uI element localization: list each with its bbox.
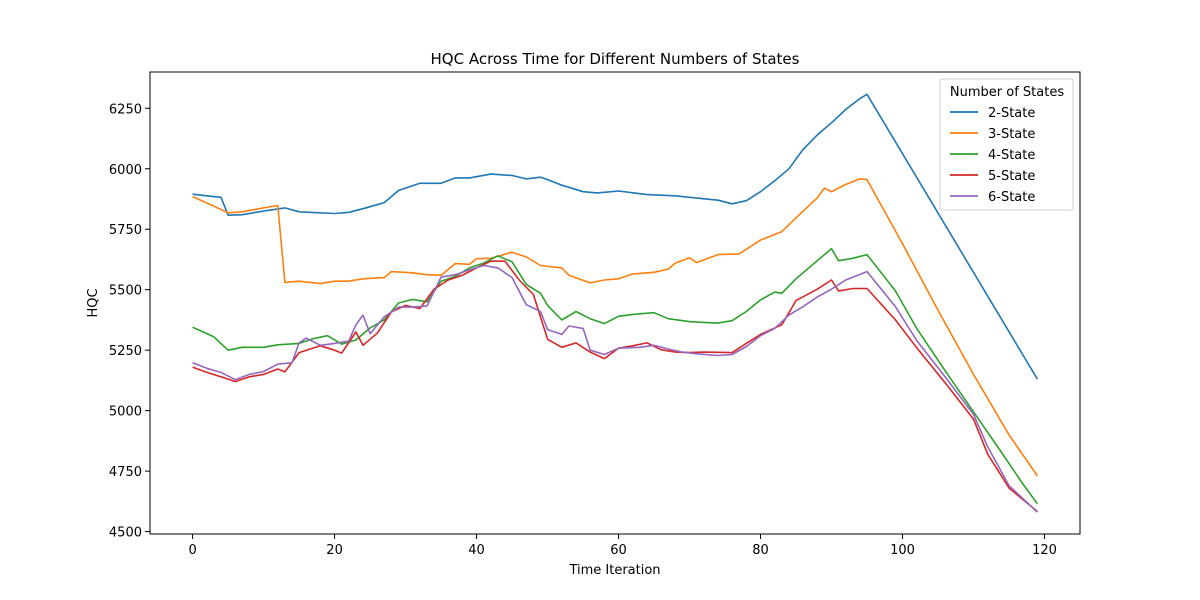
y-tick-label: 5750 <box>109 223 142 238</box>
series-line-5-state <box>192 260 1038 513</box>
series-line-2-state <box>192 93 1039 380</box>
y-axis-ticks: 4500 4750 5000 5250 5500 5750 6000 6250 <box>109 102 150 541</box>
y-tick-label: 5250 <box>109 344 142 359</box>
y-axis-label: HQC <box>86 288 101 317</box>
y-tick-label: 4750 <box>109 465 142 480</box>
chart-title: HQC Across Time for Different Numbers of… <box>431 50 800 68</box>
x-tick-label: 40 <box>468 543 485 558</box>
x-tick-label: 100 <box>890 543 915 558</box>
legend-label: 3-State <box>988 127 1035 142</box>
x-axis-ticks: 0 20 40 60 80 100 120 <box>188 534 1057 558</box>
y-tick-label: 5000 <box>109 405 142 420</box>
x-axis-label: Time Iteration <box>568 563 660 578</box>
legend-label: 6-State <box>988 190 1035 205</box>
legend: Number of States 2-State 3-State 4-State 5-… <box>939 78 1074 211</box>
legend-label: 4-State <box>988 148 1035 163</box>
plot-lines <box>192 93 1039 513</box>
y-tick-label: 4500 <box>109 526 142 541</box>
legend-label: 2-State <box>988 106 1035 121</box>
y-tick-label: 5500 <box>109 284 142 299</box>
y-tick-label: 6000 <box>109 163 142 178</box>
y-tick-label: 6250 <box>109 102 142 117</box>
series-line-3-state <box>192 178 1039 477</box>
legend-label: 5-State <box>988 169 1035 184</box>
legend-title: Number of States <box>950 85 1064 100</box>
x-tick-label: 80 <box>752 543 769 558</box>
x-tick-label: 120 <box>1032 543 1057 558</box>
series-line-4-state <box>192 247 1039 505</box>
x-tick-label: 60 <box>610 543 627 558</box>
series-line-6-state <box>192 264 1038 513</box>
legend-items: 2-State 3-State 4-State 5-State 6-State <box>950 106 1035 205</box>
plot-frame <box>149 71 1081 535</box>
x-tick-label: 20 <box>326 543 343 558</box>
x-tick-label: 0 <box>188 543 196 558</box>
